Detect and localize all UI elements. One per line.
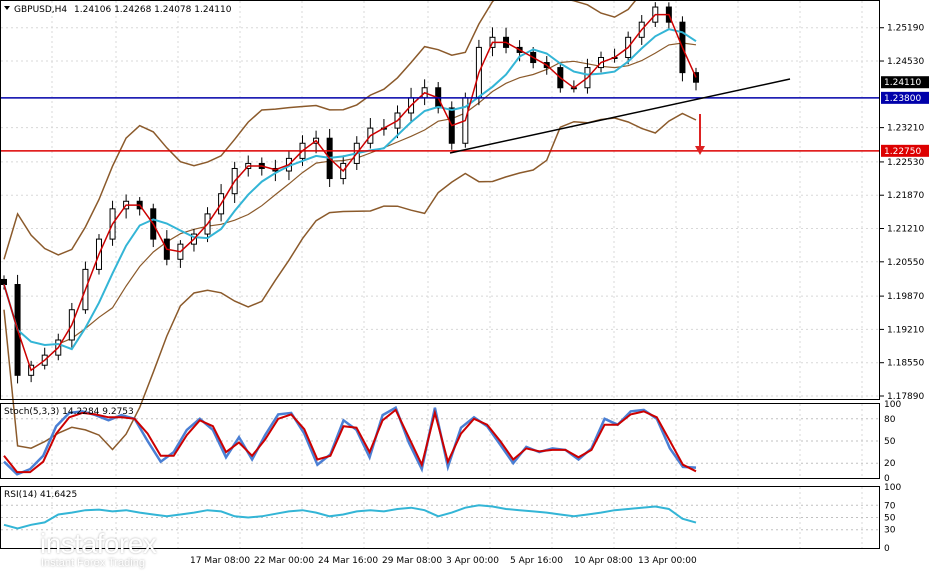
ma-fast-line <box>3 13 697 372</box>
price-label-target: 1.22750 <box>884 147 921 157</box>
chart-ohlc: 1.24106 1.24268 1.24078 1.24110 <box>74 5 232 15</box>
stoch-panel-frame <box>0 403 880 479</box>
x-tick-label: 17 Mar 08:00 <box>190 556 250 566</box>
brand-tagline: Instant Forex Trading <box>41 557 145 569</box>
bollinger-lower <box>3 112 697 451</box>
price-label-box <box>881 144 929 157</box>
bollinger-upper <box>3 0 637 260</box>
rsi-grid <box>1 487 880 548</box>
rsi-scale-label: 100 <box>884 483 901 493</box>
time-axis: 17 Mar 08:00 22 Mar 00:00 24 Mar 16:00 29 M… <box>190 556 697 566</box>
candle-body <box>693 72 699 83</box>
price-label-box <box>881 91 929 104</box>
rsi-scale-label: 50 <box>884 514 896 524</box>
brand-name: instaforex <box>40 528 157 559</box>
rsi-panel-frame <box>0 486 880 549</box>
rsi-scale-label: 0 <box>884 544 890 554</box>
rsi-line <box>3 504 697 530</box>
x-tick-label: 5 Apr 16:00 <box>510 556 563 566</box>
rsi-scale-label: 70 <box>884 501 896 511</box>
x-tick-label: 3 Apr 00:00 <box>446 556 499 566</box>
horizontal-levels <box>1 97 880 152</box>
rsi-series <box>3 504 697 530</box>
price-label-current: 1.24110 <box>884 78 921 88</box>
x-tick-label: 24 Mar 16:00 <box>318 556 378 566</box>
y-tick-label: 1.22530 <box>887 158 924 168</box>
dropdown-triangle-icon[interactable] <box>4 6 10 10</box>
panel-frames <box>0 0 880 549</box>
bollinger-bands <box>3 0 697 451</box>
main-panel-frame <box>0 0 880 400</box>
ascending-trendline <box>449 78 791 154</box>
y-tick-label: 1.18550 <box>887 359 924 369</box>
x-tick-label: 13 Apr 00:00 <box>638 556 697 566</box>
stoch-scale-label: 100 <box>884 400 901 410</box>
stoch-label: Stoch(5,3,3) 14.2284 9.2753 <box>4 407 134 417</box>
price-labels: 1.24110 1.23800 1.22750 <box>881 76 929 157</box>
down-arrow-annotation <box>695 114 705 155</box>
x-tick-label: 29 Mar 08:00 <box>382 556 442 566</box>
price-label-box <box>881 76 929 89</box>
stoch-main-line <box>3 405 697 476</box>
y-tick-label: 1.21210 <box>887 225 924 235</box>
stoch-scale-label: 50 <box>884 437 896 447</box>
y-tick-label: 1.21870 <box>887 191 924 201</box>
y-tick-label: 1.24530 <box>887 57 924 67</box>
rsi-scale-label: 30 <box>884 526 896 536</box>
candle-body <box>1 278 7 286</box>
y-tick-label: 1.23210 <box>887 124 924 134</box>
y-tick-label: 1.25190 <box>887 24 924 34</box>
stochastic-series <box>3 405 697 476</box>
price-label-support: 1.23800 <box>884 94 921 104</box>
trendline <box>449 78 791 154</box>
y-tick-label: 1.19210 <box>887 325 924 335</box>
moving-averages <box>3 13 697 372</box>
stoch-signal-line <box>3 408 697 474</box>
y-tick-label: 1.20550 <box>887 258 924 268</box>
x-tick-label: 10 Apr 08:00 <box>574 556 633 566</box>
price-axis: 1.25190 1.24530 1.23210 1.22530 1.21870 1.212… <box>880 24 924 554</box>
stoch-scale-label: 0 <box>884 474 890 484</box>
stoch-scale-label: 80 <box>884 415 896 425</box>
x-tick-label: 22 Mar 00:00 <box>254 556 314 566</box>
ma-slow-line <box>3 28 697 351</box>
stoch-scale-label: 20 <box>884 459 896 469</box>
instaforex-logo-icon <box>75 529 109 563</box>
chart-title-symbol: GBPUSD,H4 <box>14 5 67 15</box>
bollinger-middle <box>3 42 697 346</box>
rsi-label: RSI(14) 41.6425 <box>4 490 77 500</box>
y-tick-label: 1.17890 <box>887 392 924 402</box>
y-tick-label: 1.19870 <box>887 292 924 302</box>
